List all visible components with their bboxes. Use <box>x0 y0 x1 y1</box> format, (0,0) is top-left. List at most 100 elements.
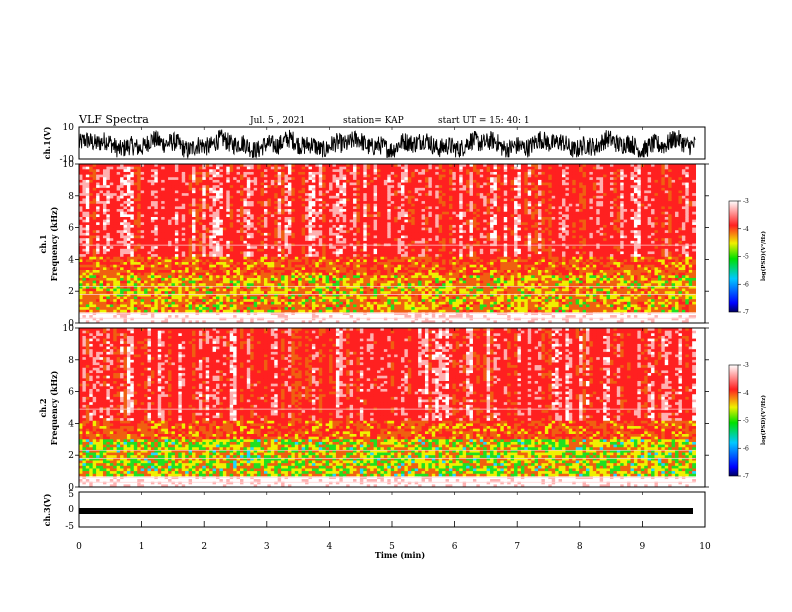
spectrogram-cell <box>147 277 152 281</box>
spectrogram-cell <box>263 164 268 168</box>
spectrogram-cell <box>346 317 351 321</box>
spectrogram-cell <box>82 232 87 236</box>
spectrogram-cell <box>236 296 241 300</box>
spectrogram-cell <box>332 193 337 197</box>
spectrogram-cell <box>171 224 176 228</box>
spectrogram-cell <box>133 169 138 173</box>
spectrogram-cell <box>137 248 142 252</box>
spectrogram-cell <box>174 246 179 250</box>
spectrogram-cell <box>212 206 217 210</box>
spectrogram-cell <box>181 312 186 316</box>
spectrogram-cell <box>263 190 268 194</box>
spectrogram-cell <box>164 288 169 292</box>
spectrogram-cell <box>109 222 114 226</box>
spectrogram-cell <box>260 312 265 316</box>
spectrogram-cell <box>130 171 135 175</box>
spectrogram-cell <box>277 304 282 308</box>
spectrogram-cell <box>99 182 104 186</box>
spectrogram-cell <box>174 288 179 292</box>
spectrogram-cell <box>270 267 275 271</box>
spectrogram-cell <box>123 182 128 186</box>
spectrogram-cell <box>353 280 357 284</box>
spectrogram-cell <box>178 275 183 279</box>
spectrogram-cell <box>260 291 265 295</box>
spectrogram-cell <box>267 251 272 255</box>
spectrogram-cell <box>294 285 299 289</box>
spectrogram-cell <box>315 272 320 276</box>
spectrogram-cell <box>147 262 152 266</box>
spectrogram-cell <box>216 277 220 281</box>
spectrogram-cell <box>96 267 100 271</box>
spectrogram-cell <box>305 232 309 236</box>
spectrogram-cell <box>263 301 268 305</box>
spectrogram-cell <box>216 190 220 194</box>
spectrogram-cell <box>147 259 152 263</box>
spectrogram-cell <box>202 185 207 189</box>
spectrogram-cell <box>205 277 210 281</box>
spectrogram-cell <box>260 222 265 226</box>
spectrogram-cell <box>116 193 121 197</box>
spectrogram-cell <box>209 224 213 228</box>
spectrogram-cell <box>226 230 231 234</box>
spectrogram-cell <box>147 232 152 236</box>
spectrogram-cell <box>212 203 217 207</box>
spectrogram-cell <box>325 211 330 215</box>
spectrogram-cell <box>82 217 87 221</box>
spectrogram-cell <box>147 246 152 250</box>
spectrogram-cell <box>353 224 357 228</box>
spectrogram-cell <box>109 214 114 218</box>
spectrogram-cell <box>229 174 234 178</box>
spectrogram-cell <box>353 275 357 279</box>
spectrogram-cell <box>161 264 166 268</box>
spectrogram-cell <box>325 166 330 170</box>
spectrogram-cell <box>267 315 272 319</box>
spectrogram-cell <box>301 224 306 228</box>
spectrogram-cell <box>311 171 316 175</box>
spectrogram-cell <box>92 272 97 276</box>
spectrogram-cell <box>305 320 309 324</box>
spectrogram-cell <box>140 187 145 191</box>
spectrogram-cell <box>342 264 347 268</box>
spectrogram-cell <box>270 275 275 279</box>
spectrogram-cell <box>346 262 351 266</box>
spectrogram-cell <box>322 217 327 221</box>
spectrogram-cell <box>356 235 361 239</box>
spectrogram-cell <box>274 280 279 284</box>
spectrogram-cell <box>168 198 172 202</box>
spectrogram-cell <box>106 164 111 168</box>
spectrogram-cell <box>226 304 231 308</box>
spectrogram-cell <box>168 174 172 178</box>
spectrogram-cell <box>294 301 299 305</box>
spectrogram-cell <box>188 217 193 221</box>
spectrogram-cell <box>270 277 275 281</box>
spectrogram-cell <box>123 230 128 234</box>
spectrogram-cell <box>260 309 265 313</box>
spectrogram-cell <box>281 174 285 178</box>
spectrogram-cell <box>301 217 306 221</box>
spectrogram-cell <box>137 262 142 266</box>
spectrogram-cell <box>99 209 104 213</box>
spectrogram-cell <box>240 240 244 244</box>
spectrogram-cell <box>198 214 203 218</box>
spectrogram-cell <box>267 259 272 263</box>
spectrogram-cell <box>322 291 327 295</box>
spectrogram-cell <box>195 299 200 303</box>
spectrogram-cell <box>277 164 282 168</box>
spectrogram-cell <box>335 238 340 242</box>
spectrogram-cell <box>353 211 357 215</box>
spectrogram-cell <box>342 288 347 292</box>
spectrogram-cell <box>205 235 210 239</box>
spectrogram-cell <box>171 187 176 191</box>
spectrogram-cell <box>120 270 124 274</box>
spectrogram-cell <box>116 256 121 260</box>
spectrogram-cell <box>137 201 142 205</box>
spectrogram-cell <box>308 190 313 194</box>
spectrogram-cell <box>168 211 172 215</box>
spectrogram-cell <box>188 262 193 266</box>
spectrogram-cell <box>353 222 357 226</box>
spectrogram-cell <box>150 315 155 319</box>
spectrogram-cell <box>185 224 190 228</box>
spectrogram-cell <box>325 203 330 207</box>
spectrogram-cell <box>243 270 248 274</box>
spectrogram-cell <box>185 185 190 189</box>
